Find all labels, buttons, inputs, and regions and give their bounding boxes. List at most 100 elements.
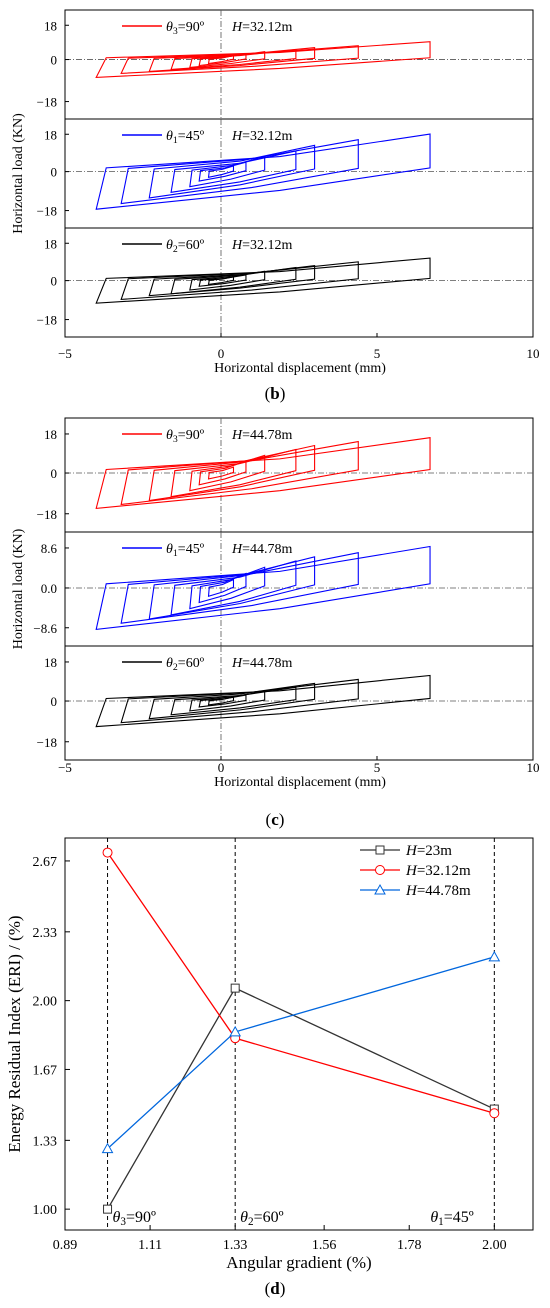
x-tick-label: 0.89 [53, 1238, 78, 1253]
x-axis-label: Horizontal displacement (mm) [214, 361, 386, 376]
subplot-3: 18 0 −18 θ2=60º H=32.12m [37, 227, 534, 338]
legend-theta-label: θ2=60º [166, 656, 205, 673]
x-tick-label: 0 [218, 760, 225, 775]
vline-label: θ2=60º [240, 1209, 283, 1228]
legend-label: H=32.12m [405, 863, 471, 879]
caption-c-letter: c [271, 810, 279, 829]
legend-height-label: H=32.12m [231, 20, 293, 35]
caption-d: (d) [264, 1279, 286, 1298]
y-tick-label: 8.6 [41, 541, 58, 556]
subplot-frame [64, 417, 534, 533]
legend-theta-label: θ3=90º [166, 428, 205, 445]
x-tick-label: 2.00 [482, 1238, 507, 1253]
x-tick-label: −5 [58, 760, 72, 775]
x-tick-label: 5 [374, 346, 381, 361]
legend-label: H=23m [405, 843, 452, 859]
legend-theta-label: θ1=45º [166, 542, 205, 559]
x-tick-label: 10 [527, 346, 540, 361]
y-tick-label: 1.67 [33, 1063, 58, 1078]
legend-height-label: H=32.12m [231, 129, 293, 144]
legend-height-label: H=44.78m [231, 656, 293, 671]
subplot-3: 18 0 −18 θ2=60º H=44.78m [37, 645, 534, 761]
hysteresis-panel-b: 18 0 −18 θ3=90º H=32.12m 18 0 −18 θ1=45º H=32.12m… [11, 9, 540, 376]
hysteresis-loop-3 [189, 566, 266, 610]
hysteresis-loop-5 [148, 556, 316, 620]
legend-theta-label: θ1=45º [166, 129, 205, 146]
legend-label: H=44.78m [405, 883, 471, 899]
subplot-2: 8.6 0.0 −8.6 θ1=45º H=44.78m [33, 531, 534, 647]
x-tick-label: 1.11 [138, 1238, 162, 1253]
y-tick-label: 0 [51, 694, 58, 709]
hysteresis-loop-6 [120, 678, 359, 724]
hysteresis-loop-5 [148, 682, 316, 720]
subplot-1: 18 0 −18 θ3=90º H=32.12m [37, 9, 534, 120]
hysteresis-loop-1 [207, 466, 235, 480]
y-tick-label: −18 [37, 313, 57, 328]
legend-height-label: H=44.78m [231, 428, 293, 443]
y-tick-label: 18 [44, 427, 57, 442]
legend-marker [375, 865, 385, 875]
hysteresis-loop-3 [189, 454, 266, 492]
data-point [489, 1108, 500, 1119]
data-point [229, 1025, 242, 1037]
data-point [103, 1204, 113, 1214]
y-tick-label: 18 [44, 127, 57, 142]
y-tick-label: 0 [51, 466, 58, 481]
x-tick-label: 5 [374, 760, 381, 775]
hysteresis-loop-7 [95, 257, 431, 304]
hysteresis-loop-1 [207, 578, 235, 598]
subplot-1: 18 0 −18 θ3=90º H=44.78m [37, 417, 534, 533]
data-point [488, 950, 501, 962]
y-axis-label: Energy Residual Index (ERI) / (%) [5, 915, 24, 1152]
hysteresis-loop-5 [148, 144, 316, 199]
y-tick-label: 1.33 [33, 1134, 58, 1149]
legend-theta-label: θ2=60º [166, 238, 205, 255]
legend-marker [374, 883, 386, 895]
vline-label: θ1=45º [430, 1209, 473, 1228]
legend-marker [375, 845, 385, 855]
hysteresis-loop-7 [95, 133, 431, 210]
y-axis-label: Horizontal load (KN) [11, 113, 26, 234]
x-tick-label: 1.33 [223, 1238, 248, 1253]
y-tick-label: 18 [44, 655, 57, 670]
x-tick-label: 0 [218, 346, 225, 361]
caption-b-letter: b [270, 384, 280, 403]
hysteresis-loop-5 [148, 444, 316, 502]
y-axis-label: Horizontal load (KN) [11, 528, 26, 649]
y-tick-label: 18 [44, 236, 57, 251]
x-tick-label: 1.56 [312, 1238, 337, 1253]
x-axis-label: Horizontal displacement (mm) [214, 775, 386, 790]
y-tick-label: 0 [51, 274, 58, 289]
y-tick-label: −8.6 [33, 621, 57, 636]
hysteresis-loop-6 [120, 261, 359, 301]
y-tick-label: −18 [37, 735, 57, 750]
subplot-frame [64, 227, 534, 338]
plot-frame [64, 837, 534, 1231]
y-tick-label: −18 [37, 95, 57, 110]
hysteresis-loop-6 [120, 440, 359, 506]
series-line-1 [106, 987, 495, 1210]
y-tick-label: 2.33 [33, 926, 58, 941]
y-tick-label: 2.67 [33, 855, 58, 870]
y-tick-label: 2.00 [33, 995, 58, 1010]
y-tick-label: −18 [37, 204, 57, 219]
subplot-2: 18 0 −18 θ1=45º H=32.12m [37, 118, 534, 229]
y-tick-label: 1.00 [33, 1203, 58, 1218]
caption-c: (c) [265, 810, 285, 829]
hysteresis-loop-6 [120, 552, 359, 624]
x-tick-label: 10 [527, 760, 540, 775]
data-point [230, 983, 240, 993]
data-point [101, 1142, 114, 1154]
hysteresis-loop-6 [120, 139, 359, 205]
y-tick-label: −18 [37, 507, 57, 522]
y-tick-label: 0 [51, 165, 58, 180]
y-tick-label: 0.0 [41, 581, 57, 596]
hysteresis-loop-7 [95, 437, 431, 510]
legend-theta-label: θ3=90º [166, 20, 205, 37]
hysteresis-loop-7 [95, 674, 431, 728]
series-line-3 [107, 956, 495, 1150]
hysteresis-loop-7 [95, 41, 431, 78]
legend-height-label: H=44.78m [231, 542, 293, 557]
hysteresis-loop-5 [148, 47, 316, 73]
